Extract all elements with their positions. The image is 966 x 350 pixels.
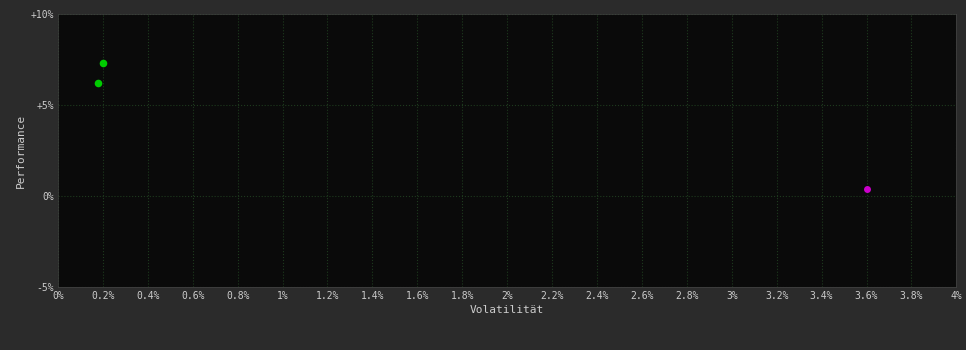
Point (95, 60, 111, 66)
Point (859, 186, 874, 191)
X-axis label: Volatilität: Volatilität (470, 305, 544, 315)
Point (91, 80, 106, 86)
Y-axis label: Performance: Performance (16, 113, 26, 188)
